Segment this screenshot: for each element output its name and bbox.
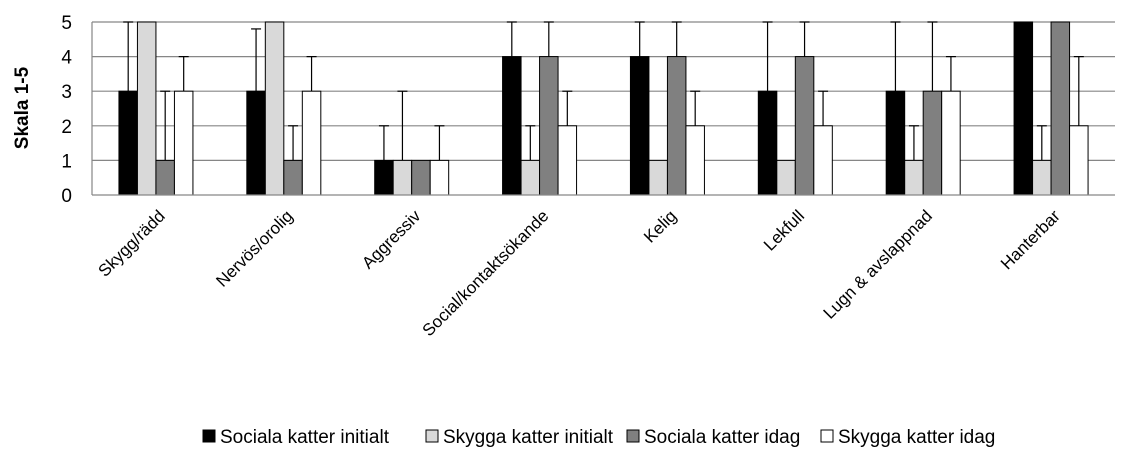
- bar: [246, 90, 266, 196]
- y-axis-label: Skala 1-5: [12, 66, 33, 149]
- bar: [429, 159, 450, 196]
- category-label: Aggressiv: [358, 206, 425, 273]
- bar: [392, 159, 413, 196]
- category-label: Skygg/rädd: [95, 206, 169, 280]
- y-tick-label: 5: [61, 13, 72, 34]
- y-tick-label: 0: [61, 186, 72, 207]
- bar: [666, 56, 687, 196]
- bar: [648, 159, 668, 196]
- gridlines: [92, 21, 1115, 161]
- legend: Sociala katter initialt Skygga katter ini…: [202, 427, 995, 448]
- bars: [118, 21, 1089, 196]
- bar: [813, 125, 833, 196]
- legend-swatch: [425, 429, 439, 443]
- axes: [91, 22, 1115, 196]
- bar: [539, 56, 559, 196]
- y-tick-label: 1: [61, 151, 72, 172]
- bar: [904, 159, 924, 196]
- category-label: Kelig: [640, 206, 680, 246]
- y-tick-label: 4: [61, 48, 72, 69]
- y-tick-labels: 0 1 2 3 4 5: [61, 13, 72, 207]
- category-label: Nervös/orolig: [212, 206, 296, 290]
- bar: [155, 159, 175, 196]
- legend-label: Sociala katter idag: [644, 427, 800, 448]
- bar: [629, 56, 650, 196]
- category-label: Hanterbar: [997, 206, 1064, 273]
- bar: [502, 56, 522, 196]
- category-labels: Skygg/rädd Nervös/orolig AggressivSocial/k…: [95, 206, 1065, 340]
- bar: [118, 90, 138, 196]
- legend-swatch: [626, 429, 640, 443]
- legend-swatch: [820, 429, 834, 443]
- legend-label: Skygga katter idag: [838, 427, 995, 448]
- category-label: Lugn & avslappnad: [820, 206, 936, 322]
- bar: [136, 21, 157, 196]
- bar: [411, 159, 431, 196]
- y-tick-label: 3: [61, 82, 72, 103]
- bar: [1013, 21, 1034, 196]
- bar: [301, 90, 322, 196]
- category-label: Lekfull: [760, 206, 808, 254]
- bar: [283, 159, 303, 196]
- bar: [173, 90, 194, 196]
- bar: [264, 21, 285, 196]
- bar: [557, 125, 578, 196]
- category-label: Social/kontaktsökande: [419, 206, 553, 340]
- bar: [941, 90, 961, 196]
- bar: [520, 159, 541, 196]
- bar: [776, 159, 796, 196]
- error-bars: [123, 21, 1084, 161]
- bar: [1069, 125, 1089, 196]
- legend-label: Sociala katter initialt: [220, 427, 390, 448]
- bar: [374, 159, 394, 196]
- bar: [757, 90, 778, 196]
- bar: [885, 90, 906, 196]
- legend-swatch: [202, 429, 216, 443]
- bar: [1050, 21, 1071, 196]
- bar: [922, 90, 943, 196]
- bar: [1032, 159, 1052, 196]
- bar: [685, 125, 705, 196]
- bar: [794, 56, 815, 196]
- legend-label: Skygga katter initialt: [443, 427, 614, 448]
- y-tick-label: 2: [61, 117, 72, 138]
